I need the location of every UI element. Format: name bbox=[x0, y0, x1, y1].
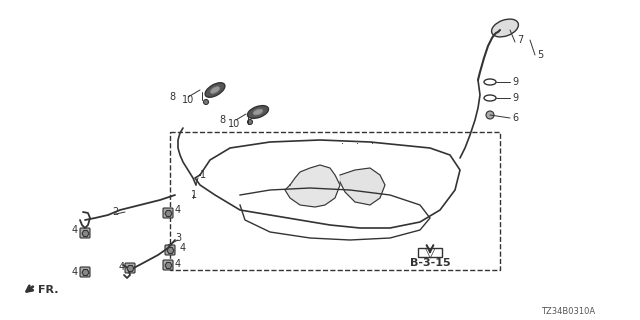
FancyBboxPatch shape bbox=[418, 248, 442, 257]
FancyBboxPatch shape bbox=[80, 267, 90, 277]
FancyBboxPatch shape bbox=[165, 245, 175, 255]
Text: 6: 6 bbox=[512, 113, 518, 123]
Text: 1: 1 bbox=[200, 170, 206, 180]
Text: 4: 4 bbox=[175, 259, 181, 269]
Text: 8: 8 bbox=[219, 115, 225, 125]
Text: 2: 2 bbox=[112, 207, 118, 217]
Text: 4: 4 bbox=[119, 262, 125, 272]
Text: 4: 4 bbox=[180, 243, 186, 253]
Text: FR.: FR. bbox=[38, 285, 58, 295]
FancyBboxPatch shape bbox=[125, 263, 135, 273]
Text: 10: 10 bbox=[228, 119, 240, 129]
Text: 4: 4 bbox=[72, 225, 78, 235]
FancyBboxPatch shape bbox=[163, 208, 173, 218]
Text: ▽: ▽ bbox=[425, 245, 435, 259]
Text: 9: 9 bbox=[512, 93, 518, 103]
Text: 9: 9 bbox=[512, 77, 518, 87]
Text: 4: 4 bbox=[72, 267, 78, 277]
Text: 3: 3 bbox=[175, 233, 181, 243]
Ellipse shape bbox=[486, 111, 494, 119]
Ellipse shape bbox=[248, 119, 253, 124]
Polygon shape bbox=[340, 168, 385, 205]
Ellipse shape bbox=[492, 19, 518, 37]
FancyBboxPatch shape bbox=[80, 228, 90, 238]
Ellipse shape bbox=[248, 106, 269, 118]
Text: 1: 1 bbox=[191, 190, 197, 200]
Text: 4: 4 bbox=[175, 205, 181, 215]
Text: 7: 7 bbox=[517, 35, 524, 45]
Text: 8: 8 bbox=[169, 92, 175, 102]
Text: TZ34B0310A: TZ34B0310A bbox=[541, 308, 595, 316]
Text: 5: 5 bbox=[537, 50, 543, 60]
Ellipse shape bbox=[204, 100, 209, 105]
Ellipse shape bbox=[253, 109, 263, 115]
Ellipse shape bbox=[211, 87, 220, 93]
FancyBboxPatch shape bbox=[163, 260, 173, 270]
Text: B-3-15: B-3-15 bbox=[410, 258, 451, 268]
Text: 10: 10 bbox=[182, 95, 194, 105]
Polygon shape bbox=[285, 165, 340, 207]
Ellipse shape bbox=[205, 83, 225, 97]
